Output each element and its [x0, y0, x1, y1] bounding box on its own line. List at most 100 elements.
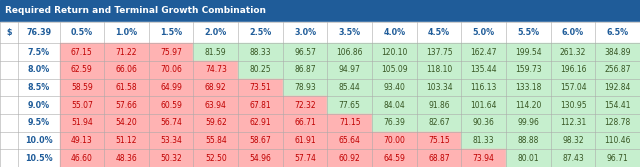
Bar — [18, 61, 60, 79]
Bar — [60, 61, 104, 79]
Bar — [506, 96, 550, 114]
Text: 75.97: 75.97 — [160, 48, 182, 57]
Bar — [149, 132, 193, 149]
Text: 51.94: 51.94 — [71, 118, 93, 127]
Text: 72.32: 72.32 — [294, 101, 316, 110]
Text: 56.74: 56.74 — [160, 118, 182, 127]
Text: 81.59: 81.59 — [205, 48, 227, 57]
Bar — [550, 132, 595, 149]
Bar — [193, 149, 238, 167]
Text: 2.5%: 2.5% — [250, 28, 271, 37]
Bar — [104, 149, 149, 167]
Text: 154.41: 154.41 — [604, 101, 631, 110]
Bar — [0, 132, 18, 149]
Bar — [104, 132, 149, 149]
Bar — [328, 149, 372, 167]
Text: 0.5%: 0.5% — [71, 28, 93, 37]
Text: 6.0%: 6.0% — [562, 28, 584, 37]
Text: 66.71: 66.71 — [294, 118, 316, 127]
Bar — [461, 132, 506, 149]
Bar — [372, 43, 417, 61]
Bar — [60, 132, 104, 149]
Bar — [595, 43, 640, 61]
Text: 3.0%: 3.0% — [294, 28, 316, 37]
Text: 67.81: 67.81 — [250, 101, 271, 110]
Text: 51.12: 51.12 — [116, 136, 137, 145]
Text: 120.10: 120.10 — [381, 48, 408, 57]
Bar — [193, 132, 238, 149]
Text: 130.95: 130.95 — [560, 101, 586, 110]
Text: 93.40: 93.40 — [383, 83, 405, 92]
Bar — [60, 79, 104, 96]
Text: 128.78: 128.78 — [605, 118, 631, 127]
Bar — [193, 96, 238, 114]
Text: 76.39: 76.39 — [26, 28, 51, 37]
Bar — [18, 79, 60, 96]
Bar — [328, 96, 372, 114]
Bar — [149, 61, 193, 79]
Bar — [550, 96, 595, 114]
Bar — [461, 149, 506, 167]
Text: 60.92: 60.92 — [339, 154, 360, 163]
Text: 196.16: 196.16 — [560, 65, 586, 74]
Bar — [372, 132, 417, 149]
Text: 68.87: 68.87 — [428, 154, 450, 163]
Bar — [417, 149, 461, 167]
Text: 1.5%: 1.5% — [160, 28, 182, 37]
Text: 54.20: 54.20 — [116, 118, 138, 127]
Text: 90.36: 90.36 — [473, 118, 495, 127]
Text: 68.92: 68.92 — [205, 83, 227, 92]
Text: 57.66: 57.66 — [116, 101, 138, 110]
Text: 70.00: 70.00 — [383, 136, 405, 145]
Bar — [417, 79, 461, 96]
Text: 58.67: 58.67 — [250, 136, 271, 145]
Text: 54.96: 54.96 — [250, 154, 271, 163]
Text: 78.93: 78.93 — [294, 83, 316, 92]
Bar — [595, 132, 640, 149]
Text: 74.73: 74.73 — [205, 65, 227, 74]
Bar — [193, 43, 238, 61]
Text: 2.0%: 2.0% — [205, 28, 227, 37]
Bar — [104, 43, 149, 61]
Text: 88.33: 88.33 — [250, 48, 271, 57]
Text: 4.0%: 4.0% — [383, 28, 406, 37]
Text: 73.94: 73.94 — [473, 154, 495, 163]
Text: 133.18: 133.18 — [515, 83, 541, 92]
Text: 50.32: 50.32 — [160, 154, 182, 163]
Text: 57.74: 57.74 — [294, 154, 316, 163]
Text: 87.43: 87.43 — [562, 154, 584, 163]
Text: 94.97: 94.97 — [339, 65, 361, 74]
Bar — [60, 114, 104, 132]
Text: 114.20: 114.20 — [515, 101, 541, 110]
Bar — [104, 61, 149, 79]
Text: 98.32: 98.32 — [562, 136, 584, 145]
Text: 75.15: 75.15 — [428, 136, 450, 145]
Bar — [18, 114, 60, 132]
Bar — [461, 61, 506, 79]
Text: 67.15: 67.15 — [71, 48, 93, 57]
Bar — [238, 114, 283, 132]
Bar — [149, 96, 193, 114]
Bar — [372, 149, 417, 167]
Bar — [417, 132, 461, 149]
Text: 99.96: 99.96 — [517, 118, 540, 127]
Bar — [506, 79, 550, 96]
Text: 81.33: 81.33 — [473, 136, 495, 145]
Text: $: $ — [6, 28, 12, 37]
Bar — [283, 43, 328, 61]
Text: 9.5%: 9.5% — [28, 118, 50, 127]
Bar — [417, 43, 461, 61]
Text: 73.51: 73.51 — [250, 83, 271, 92]
Bar — [595, 79, 640, 96]
Text: 6.5%: 6.5% — [607, 28, 628, 37]
Text: 77.65: 77.65 — [339, 101, 361, 110]
Bar — [0, 149, 18, 167]
Bar — [550, 79, 595, 96]
Text: 9.0%: 9.0% — [28, 101, 50, 110]
Bar — [0, 22, 640, 43]
Bar — [149, 79, 193, 96]
Bar — [550, 114, 595, 132]
Text: 55.84: 55.84 — [205, 136, 227, 145]
Text: 96.71: 96.71 — [607, 154, 628, 163]
Bar — [372, 96, 417, 114]
